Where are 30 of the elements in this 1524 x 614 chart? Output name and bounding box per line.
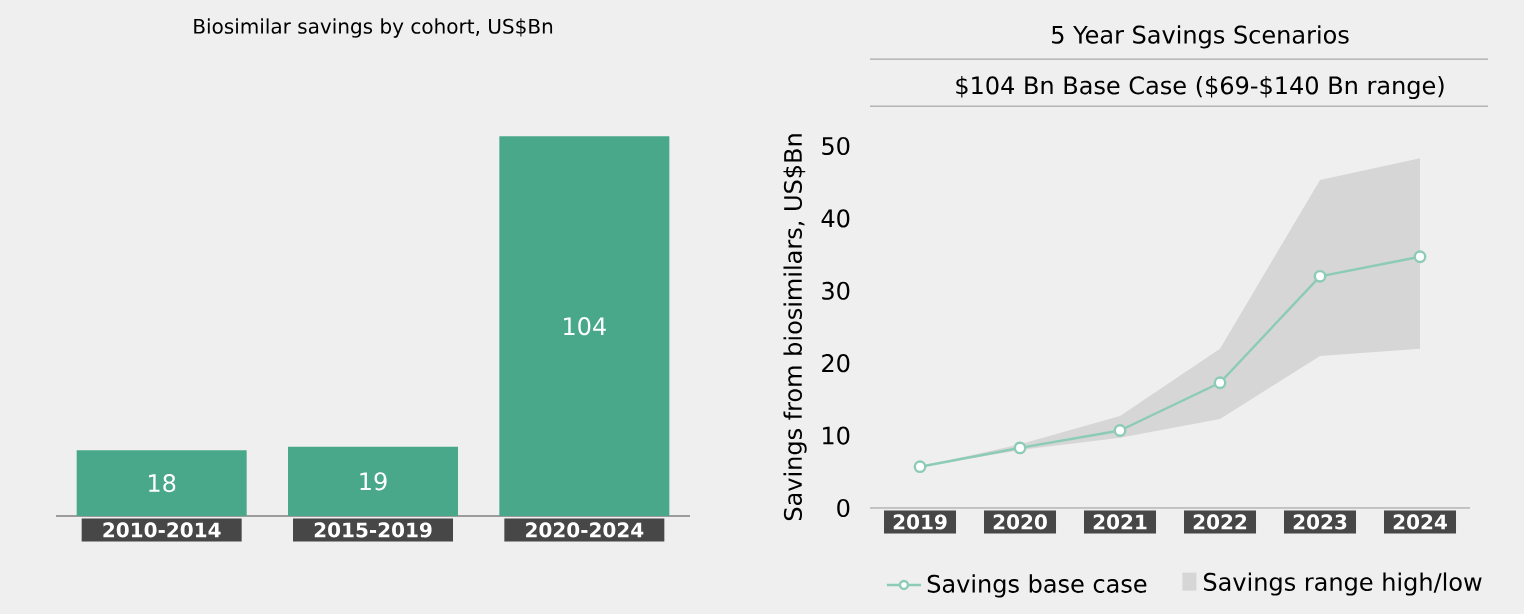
y-tick-label: 10 [823, 426, 850, 445]
point [1213, 376, 1227, 390]
y-tick-label: 40 [821, 209, 850, 228]
y-tick-label: 50 [822, 136, 850, 156]
x-tick-label: 2024 [1393, 514, 1447, 530]
data-label: 104 [564, 317, 606, 336]
point [1413, 250, 1427, 264]
chart-subtitle: $104 Bn Base Case ($69-$140 Bn range) [956, 75, 1444, 100]
y-tick-label: 20 [822, 354, 850, 373]
x-tick-label: 2022 [1193, 514, 1247, 530]
x-tick-label: 2023 [1293, 514, 1347, 530]
point [1113, 424, 1127, 437]
x-tick-label: 2020-2024 [526, 522, 644, 538]
chart-title: 5 Year Savings Scenarios [1052, 25, 1349, 49]
point [913, 460, 927, 474]
data-label: 18 [149, 474, 176, 493]
x-tick-label: 2019 [893, 514, 947, 530]
y-tick-label: 30 [822, 281, 850, 300]
y-axis-title: Savings from biosimilars, US$Bn [783, 134, 807, 521]
x-tick-label: 2015-2019 [314, 522, 432, 538]
data-label: 19 [360, 472, 387, 491]
chart-title: Biosimilar savings by cohort, US$Bn [194, 18, 553, 38]
x-tick-label: 2020 [993, 514, 1047, 530]
text: Savings range high/low [1203, 572, 1482, 596]
x-tick-label: 2010-2014 [103, 522, 221, 538]
point [1013, 441, 1027, 455]
y-tick-label: 0 [837, 498, 850, 518]
legend-label: Savings base case [927, 574, 1147, 598]
point [1313, 269, 1327, 283]
x-tick-label: 2021 [1093, 514, 1147, 530]
